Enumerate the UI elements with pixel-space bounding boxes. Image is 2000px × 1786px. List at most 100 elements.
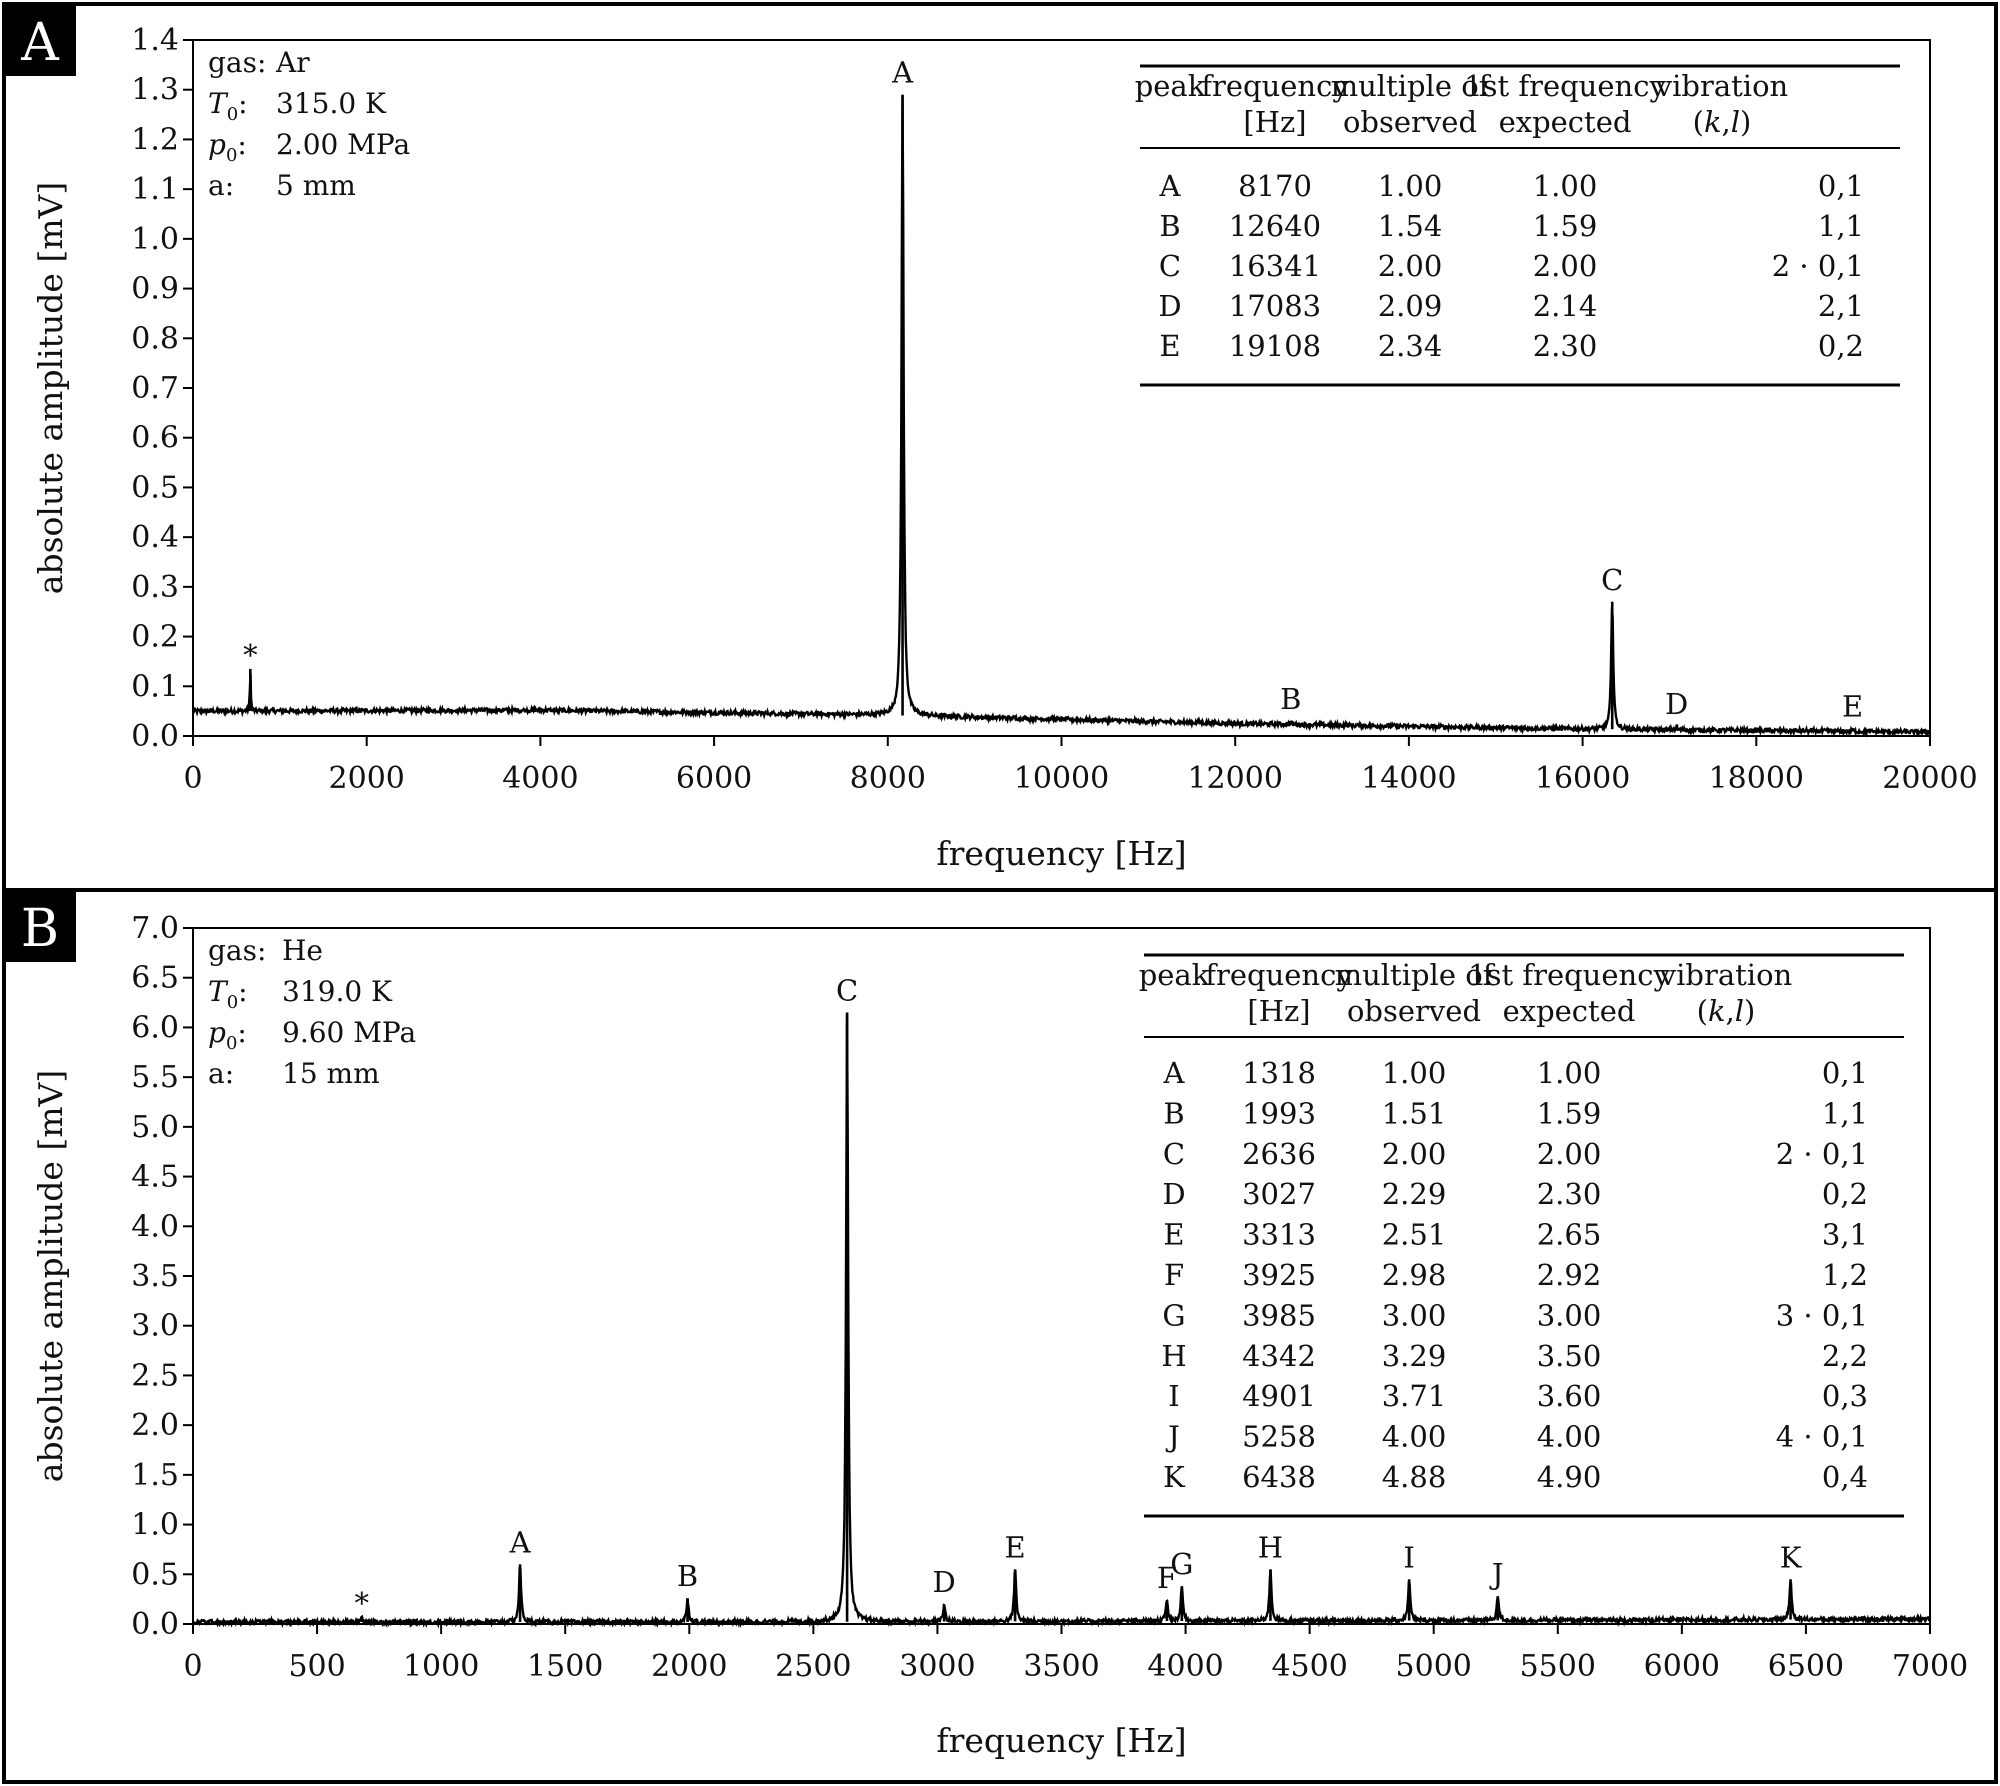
table-cell: 4 · 0,1 (1776, 1420, 1868, 1454)
panel-b-frame (2, 888, 1998, 1784)
table-cell: 2.09 (1378, 289, 1443, 323)
table-cell: 4.00 (1537, 1420, 1602, 1454)
x-tick-label: 2000 (329, 761, 405, 796)
x-tick-label: 4000 (1147, 1649, 1223, 1684)
plot-area (192, 39, 1931, 737)
table-cell: 1,1 (1822, 1096, 1868, 1130)
info-key: gas: (208, 46, 266, 79)
table-cell: 2.00 (1537, 1137, 1602, 1171)
table-cell: 2 · 0,1 (1772, 249, 1864, 283)
info-value: 2.00 MPa (276, 128, 410, 161)
table-cell: 2636 (1242, 1137, 1316, 1171)
info-value: 319.0 K (282, 975, 393, 1008)
table-cell: D (1158, 289, 1181, 323)
table-cell: 2,1 (1818, 289, 1864, 323)
table-header-sub: [Hz] (1243, 105, 1306, 139)
table-cell: B (1163, 1096, 1184, 1130)
table-cell: 2.00 (1533, 249, 1598, 283)
table-header: 1st frequency (1464, 69, 1666, 103)
table-cell: 1,2 (1822, 1258, 1868, 1292)
peak-label: * (243, 638, 258, 672)
y-tick-label: 1.0 (131, 1508, 179, 1543)
y-tick-label: 0.8 (131, 321, 179, 356)
table-header-sub: [Hz] (1247, 994, 1310, 1028)
table-cell: 2,2 (1822, 1339, 1868, 1373)
y-tick-label: 3.5 (131, 1259, 179, 1294)
table-cell: 16341 (1229, 249, 1321, 283)
spectrum-series (192, 1014, 1932, 1629)
table-header: frequency (1201, 69, 1349, 103)
table-cell: 4342 (1242, 1339, 1316, 1373)
y-tick-label: 0.2 (131, 620, 179, 655)
table-cell: 2.51 (1382, 1218, 1447, 1252)
table-cell: E (1159, 329, 1180, 363)
table-header: frequency (1205, 958, 1353, 992)
x-tick-label: 5500 (1520, 1649, 1596, 1684)
table-cell: 2.98 (1382, 1258, 1447, 1292)
peak-label: G (1170, 1547, 1193, 1581)
info-value: 15 mm (282, 1057, 380, 1090)
panel-b-badge (4, 890, 76, 962)
table-cell: K (1163, 1460, 1186, 1494)
y-tick-label: 0.3 (131, 570, 179, 605)
table-cell: 4.88 (1382, 1460, 1447, 1494)
table-header-sub: (k,l) (1693, 105, 1752, 139)
table-header-sub: expected (1503, 994, 1636, 1028)
table-cell: 0,1 (1822, 1056, 1868, 1090)
table-cell: 3985 (1242, 1298, 1316, 1332)
table-cell: 17083 (1229, 289, 1321, 323)
info-value: 9.60 MPa (282, 1016, 416, 1049)
table-cell: 1,1 (1818, 209, 1864, 243)
table-cell: 1.00 (1382, 1056, 1447, 1090)
info-value: Ar (275, 46, 310, 79)
table-cell: 2.92 (1537, 1258, 1602, 1292)
table-header-sub: (k,l) (1697, 994, 1756, 1028)
table-cell: A (1159, 169, 1182, 203)
panel-a-chart: 0 2000 4000 6000 8000 10000 12000 14000 16000 180… (31, 23, 1978, 873)
x-tick-label: 0 (183, 1649, 202, 1684)
y-tick-label: 1.2 (131, 122, 179, 157)
table-cell: 1.54 (1378, 209, 1443, 243)
info-key: gas: (208, 934, 266, 967)
info-key: p0: (208, 128, 247, 166)
x-tick-label: 1000 (403, 1649, 479, 1684)
x-tick-label: 6000 (1644, 1649, 1720, 1684)
peak-label: * (354, 1586, 369, 1620)
y-tick-label: 2.5 (131, 1358, 179, 1393)
table-cell: 1.59 (1533, 209, 1598, 243)
peak-label: C (836, 974, 858, 1008)
info-key: T0: (208, 975, 248, 1013)
y-tick-label: 0.1 (131, 669, 179, 704)
y-tick-label: 0.0 (131, 719, 179, 754)
x-tick-label: 7000 (1892, 1649, 1968, 1684)
peak-label: E (1005, 1530, 1026, 1564)
y-tick-label: 3.0 (131, 1309, 179, 1344)
x-tick-label: 1500 (527, 1649, 603, 1684)
table-cell: A (1163, 1056, 1186, 1090)
plot-area (192, 927, 1931, 1625)
y-tick-label: 0.4 (131, 520, 179, 555)
y-tick-label: 1.1 (131, 172, 179, 207)
table-cell: C (1163, 1137, 1185, 1171)
y-tick-label: 6.0 (131, 1010, 179, 1045)
table-cell: 3313 (1242, 1218, 1316, 1252)
y-tick-label: 2.0 (131, 1408, 179, 1443)
table-cell: 3.60 (1537, 1379, 1602, 1413)
table-cell: H (1161, 1339, 1186, 1373)
x-axis-label: frequency [Hz] (936, 1721, 1186, 1760)
table-cell: 3925 (1242, 1258, 1316, 1292)
table-header: vibration (1655, 69, 1788, 103)
table-header: peak (1139, 958, 1210, 992)
peak-label: F (1157, 1561, 1177, 1595)
peak-label: H (1258, 1530, 1283, 1564)
table-cell: 1.59 (1537, 1096, 1602, 1130)
x-axis-label: frequency [Hz] (936, 834, 1186, 873)
peak-label: I (1403, 1540, 1414, 1574)
table-cell: F (1164, 1258, 1184, 1292)
table-header: multiple of (1331, 69, 1492, 103)
y-tick-label: 6.5 (131, 961, 179, 996)
table-cell: 0,2 (1818, 329, 1864, 363)
table-cell: 2.00 (1382, 1137, 1447, 1171)
table-cell: 6438 (1242, 1460, 1316, 1494)
x-tick-label: 10000 (1014, 761, 1109, 796)
